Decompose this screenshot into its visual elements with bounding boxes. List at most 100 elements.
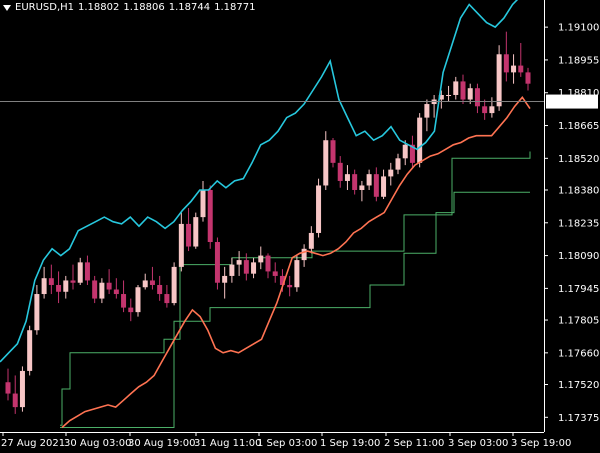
- time-tick-label: 1 Sep 03:00: [257, 438, 317, 449]
- candle-body: [446, 94, 452, 96]
- candle-body: [193, 217, 199, 247]
- candle-body: [272, 271, 278, 276]
- candle-body: [84, 262, 90, 281]
- candle-body: [214, 242, 220, 283]
- candle-body: [301, 248, 307, 261]
- candle-body: [287, 284, 293, 288]
- candle-body: [453, 81, 459, 95]
- candle-body: [438, 94, 444, 100]
- candle-body: [308, 232, 314, 249]
- time-tick-label: 30 Aug 03:00: [64, 438, 131, 449]
- candle-body: [48, 278, 54, 285]
- candle-body: [460, 81, 466, 100]
- candle-body: [251, 262, 257, 274]
- candle-body: [207, 189, 213, 243]
- candle-body: [27, 330, 33, 371]
- candle-body: [142, 280, 148, 288]
- candle-body: [388, 169, 394, 177]
- candle-body: [178, 223, 184, 267]
- candle-body: [99, 282, 105, 299]
- price-tick-label: 1.17945: [558, 284, 599, 295]
- candle-body: [171, 266, 177, 304]
- time-tick-label: 30 Aug 19:00: [128, 438, 195, 449]
- candle-body: [366, 174, 372, 186]
- candle-body: [12, 393, 18, 408]
- low-value: 1.18744: [168, 2, 211, 13]
- candle-body: [424, 104, 430, 118]
- candle-body: [279, 275, 285, 285]
- indicator-lines: [0, 0, 531, 429]
- candle-body: [19, 370, 25, 408]
- candle-body: [344, 174, 350, 181]
- symbol-label: EURUSD,H1: [15, 2, 75, 13]
- candle-body: [5, 382, 11, 394]
- candle-body: [149, 280, 155, 285]
- candle-body: [337, 162, 343, 181]
- candle-body: [381, 176, 387, 197]
- candle-body: [258, 255, 264, 263]
- candle-body: [503, 54, 509, 73]
- green-channel-lines: [60, 151, 531, 428]
- price-tick-label: 1.18235: [558, 218, 599, 229]
- dropdown-arrow-icon[interactable]: [3, 4, 11, 11]
- high-value: 1.18806: [123, 2, 165, 13]
- candle-body: [525, 72, 531, 84]
- price-tick-label: 1.19100: [558, 23, 599, 34]
- candle-body: [467, 88, 473, 100]
- candle-body: [417, 117, 423, 163]
- candlesticks: [5, 31, 531, 414]
- price-tick-label: 1.18380: [558, 185, 599, 196]
- candle-body: [409, 144, 415, 163]
- candle-body: [106, 282, 112, 290]
- time-tick-label: 31 Aug 11:00: [194, 438, 261, 449]
- candle-body: [359, 185, 365, 190]
- candle-body: [121, 294, 127, 308]
- candle-body: [294, 260, 300, 288]
- candle-body: [128, 307, 134, 313]
- price-axis-ticks: 1.19100 1.18955 1.18810 1.18665 1.18520 1.183…: [544, 23, 599, 424]
- candle-body: [186, 223, 192, 247]
- candle-body: [200, 189, 206, 218]
- orange-indicator-line: [61, 95, 531, 429]
- candle-body: [482, 106, 488, 114]
- candle-body: [496, 54, 502, 107]
- candle-body: [222, 275, 228, 283]
- candle-body: [323, 140, 329, 186]
- candle-body: [63, 280, 69, 292]
- open-value: 1.18802: [78, 2, 120, 13]
- time-tick-label: 1 Sep 19:00: [320, 438, 380, 449]
- cyan-indicator-line: [0, 0, 519, 363]
- time-tick-label: 27 Aug 2021: [1, 438, 65, 449]
- price-tick-label: 1.17805: [558, 316, 599, 327]
- candle-body: [330, 140, 336, 163]
- candle-body: [92, 280, 98, 299]
- price-tick-label: 1.18665: [558, 121, 599, 132]
- candle-body: [135, 287, 141, 313]
- candle-body: [402, 144, 408, 159]
- candle-body: [70, 280, 76, 283]
- time-tick-label: 2 Sep 11:00: [384, 438, 444, 449]
- candle-body: [352, 174, 358, 190]
- candle-body: [77, 262, 83, 283]
- candle-body: [113, 289, 119, 295]
- candle-body: [236, 260, 242, 265]
- time-tick-label: 3 Sep 03:00: [448, 438, 508, 449]
- close-value: 1.18771: [214, 2, 256, 13]
- candle-body: [518, 65, 524, 73]
- green-lower-level-line: [60, 191, 530, 428]
- current-price-label: 1.18771: [546, 94, 598, 109]
- candle-body: [41, 278, 47, 295]
- price-tick-label: 1.17375: [558, 413, 599, 424]
- candle-body: [489, 106, 495, 114]
- price-tick-label: 1.17660: [558, 348, 599, 359]
- price-tick-label: 1.18090: [558, 251, 599, 262]
- candle-body: [56, 284, 62, 292]
- green-upper-level-line: [60, 151, 531, 426]
- candle-body: [243, 260, 249, 274]
- svg-text:1.18771: 1.18771: [556, 98, 597, 109]
- candle-body: [34, 294, 40, 331]
- price-tick-label: 1.18520: [558, 154, 599, 165]
